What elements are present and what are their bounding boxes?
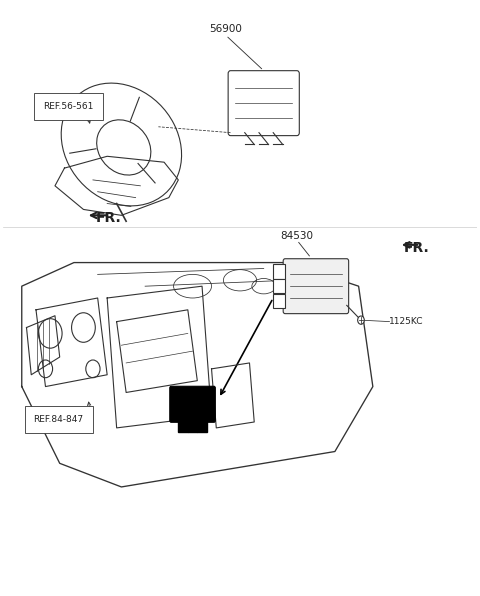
FancyBboxPatch shape (283, 259, 348, 313)
Text: FR.: FR. (404, 241, 430, 255)
Text: FR.: FR. (96, 212, 121, 225)
Polygon shape (273, 265, 285, 278)
Text: 56900: 56900 (209, 24, 242, 35)
Polygon shape (273, 279, 285, 293)
Polygon shape (179, 421, 188, 432)
Text: REF.84-847: REF.84-847 (34, 415, 84, 424)
Text: 1125KC: 1125KC (389, 317, 424, 326)
Text: REF.56-561: REF.56-561 (43, 101, 94, 111)
Polygon shape (197, 421, 207, 432)
Text: 84530: 84530 (280, 231, 313, 241)
FancyBboxPatch shape (170, 386, 216, 423)
Polygon shape (188, 421, 197, 432)
Polygon shape (273, 294, 285, 308)
Polygon shape (22, 263, 373, 487)
Circle shape (358, 316, 364, 324)
